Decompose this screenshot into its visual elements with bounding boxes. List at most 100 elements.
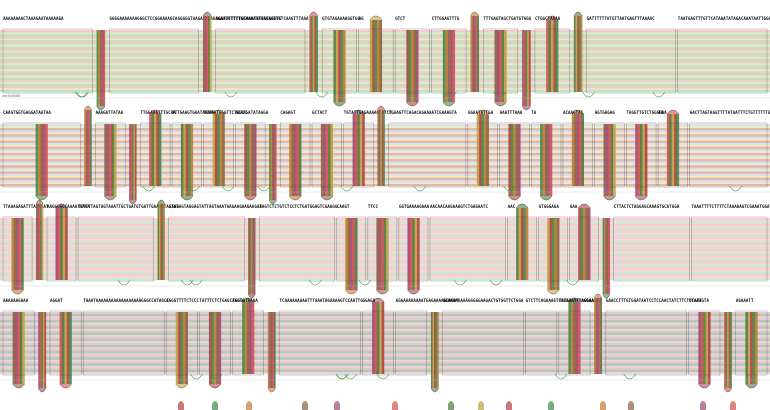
path-strip xyxy=(0,36,770,39)
node-cap-fill xyxy=(269,200,277,204)
node-column xyxy=(296,124,299,196)
node-column xyxy=(269,124,271,200)
node-cap-fill xyxy=(157,200,165,204)
node-column xyxy=(445,30,448,102)
path-strip xyxy=(0,334,770,338)
node-cap-fill xyxy=(508,196,521,200)
node-column xyxy=(251,124,255,196)
node-outline xyxy=(605,310,688,376)
path-strip xyxy=(0,365,770,369)
node-sequence-label: TTTGAGTAGCTGATGTGGG xyxy=(483,16,531,21)
node-column xyxy=(249,302,252,374)
node-outline xyxy=(388,122,467,188)
node-column xyxy=(246,124,250,196)
node-cap-fill xyxy=(242,298,255,302)
edge-link xyxy=(117,279,131,286)
node-column xyxy=(374,20,378,92)
node-sequence-label: AAAGATTATAA xyxy=(95,110,123,115)
node-column xyxy=(354,114,358,186)
path-strip xyxy=(0,357,770,360)
node-column xyxy=(129,124,131,200)
path-strip xyxy=(0,353,770,356)
node-outline xyxy=(558,310,591,376)
node-sequence-label: TA xyxy=(531,110,537,115)
node-column xyxy=(252,218,255,294)
node-column xyxy=(312,16,315,92)
node-column xyxy=(552,218,555,290)
node-column xyxy=(637,124,641,196)
edge-link xyxy=(340,185,354,192)
node-column xyxy=(249,124,252,196)
node-column xyxy=(452,30,456,102)
path-strip xyxy=(0,146,770,150)
node-peak xyxy=(730,401,736,410)
path-strip xyxy=(0,67,770,70)
node-peak xyxy=(448,401,454,410)
node-column xyxy=(570,302,574,374)
node-sequence-label: CTGGCTAAAA xyxy=(535,16,561,21)
node-column xyxy=(409,218,413,290)
node-column xyxy=(190,124,194,196)
node-column xyxy=(206,16,209,92)
node-column xyxy=(182,312,186,384)
node-column xyxy=(386,218,389,290)
node-cap-fill xyxy=(568,298,581,302)
node-cap-fill xyxy=(376,290,389,294)
node-column xyxy=(605,124,609,196)
node-sequence-label: AAATTTAAA xyxy=(500,110,523,115)
edge-link xyxy=(142,185,155,192)
node-cap-fill xyxy=(55,204,68,208)
node-outline xyxy=(336,216,367,282)
path-strip xyxy=(0,324,770,327)
node-outline xyxy=(165,310,198,376)
edge-link xyxy=(413,185,427,192)
node-column xyxy=(298,124,302,196)
path-strip xyxy=(0,71,770,74)
node-column xyxy=(576,114,580,186)
node-cap-fill xyxy=(96,106,105,110)
node-column xyxy=(42,312,45,388)
node-column xyxy=(597,298,599,374)
node-sequence-label: TTTTTTAGTAGTAAATTGCTGATGTGATTGAAAGTAGAAG xyxy=(78,204,179,209)
node-column xyxy=(496,30,500,102)
path-strip xyxy=(0,312,770,315)
path-strip xyxy=(0,138,770,141)
node-cap-fill xyxy=(180,196,193,200)
path-strip xyxy=(0,126,770,129)
node-cap-fill xyxy=(372,298,385,302)
node-column xyxy=(159,204,161,280)
path-strip xyxy=(0,359,770,362)
node-outline xyxy=(483,28,518,94)
node-column xyxy=(98,30,101,106)
node-sequence-label: CTTACTCTAGGAGCAAAGTGCATGGA xyxy=(614,204,680,209)
node-sequence-label: AGGGTTTTCTCCC xyxy=(166,298,199,303)
path-strip xyxy=(0,367,770,371)
node-outline xyxy=(394,28,430,94)
node-column xyxy=(556,218,560,290)
node-column xyxy=(415,30,419,102)
coordinate-tick: chr4:0000 xyxy=(2,94,21,98)
node-column xyxy=(579,114,582,186)
node-outline xyxy=(735,310,768,376)
node-sequence-label: GACTTAGTAGGTTTTATAATTTCTGTTTTTTGGTA xyxy=(690,110,770,115)
path-strip xyxy=(0,150,770,154)
node-column xyxy=(309,16,312,92)
node-outline xyxy=(431,28,467,94)
node-column xyxy=(518,208,522,280)
node-outline xyxy=(109,28,199,94)
node-peak xyxy=(178,401,184,410)
node-column xyxy=(644,124,648,196)
node-sequence-label: TATTTCTCTGAGCAGCTC xyxy=(199,298,245,303)
node-column xyxy=(504,30,507,102)
node-column xyxy=(640,124,643,196)
path-strip xyxy=(0,322,770,325)
node-sequence-label: TGTAATGGGTTCTGGCC xyxy=(204,110,247,115)
node-column xyxy=(314,16,317,92)
node-outline xyxy=(657,122,688,188)
node-sequence-label: AACAACAAGAAAGTCTGAGAATC xyxy=(430,204,488,209)
node-column xyxy=(376,302,380,374)
node-outline xyxy=(507,216,537,282)
node-column xyxy=(610,124,614,196)
path-strip xyxy=(0,48,770,51)
node-column xyxy=(69,312,72,384)
